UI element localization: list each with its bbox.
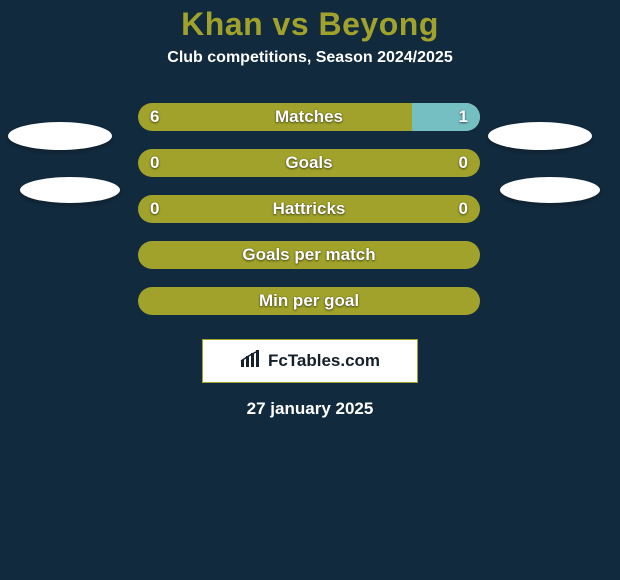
logo-box: FcTables.com: [202, 339, 418, 383]
page-title: Khan vs Beyong: [0, 6, 620, 43]
stat-bar-right: [412, 103, 480, 131]
logo-chart-icon: [240, 350, 262, 373]
date-text: 27 january 2025: [0, 399, 620, 419]
stat-value-right: 0: [459, 149, 468, 177]
stat-row: Min per goal: [0, 279, 620, 325]
stat-bar: Goals per match: [138, 241, 480, 269]
stat-bar: Min per goal: [138, 287, 480, 315]
stat-bar: 61Matches: [138, 103, 480, 131]
stat-value-left: 0: [150, 149, 159, 177]
subtitle: Club competitions, Season 2024/2025: [0, 49, 620, 67]
player-marker: [8, 122, 112, 150]
stat-label: Hattricks: [138, 195, 480, 223]
stat-label: Goals: [138, 149, 480, 177]
stat-value-left: 6: [150, 103, 159, 131]
player-marker: [20, 177, 120, 203]
stat-value-left: 0: [150, 195, 159, 223]
stat-value-right: 0: [459, 195, 468, 223]
player-marker: [488, 122, 592, 150]
logo-text: FcTables.com: [268, 351, 380, 371]
stat-label: Goals per match: [138, 241, 480, 269]
player-marker: [500, 177, 600, 203]
comparison-card: Khan vs Beyong Club competitions, Season…: [0, 0, 620, 580]
stat-bar: 0 0Hattricks: [138, 195, 480, 223]
stat-label: Min per goal: [138, 287, 480, 315]
stat-bar: 0 0Goals: [138, 149, 480, 177]
stat-row: Goals per match: [0, 233, 620, 279]
